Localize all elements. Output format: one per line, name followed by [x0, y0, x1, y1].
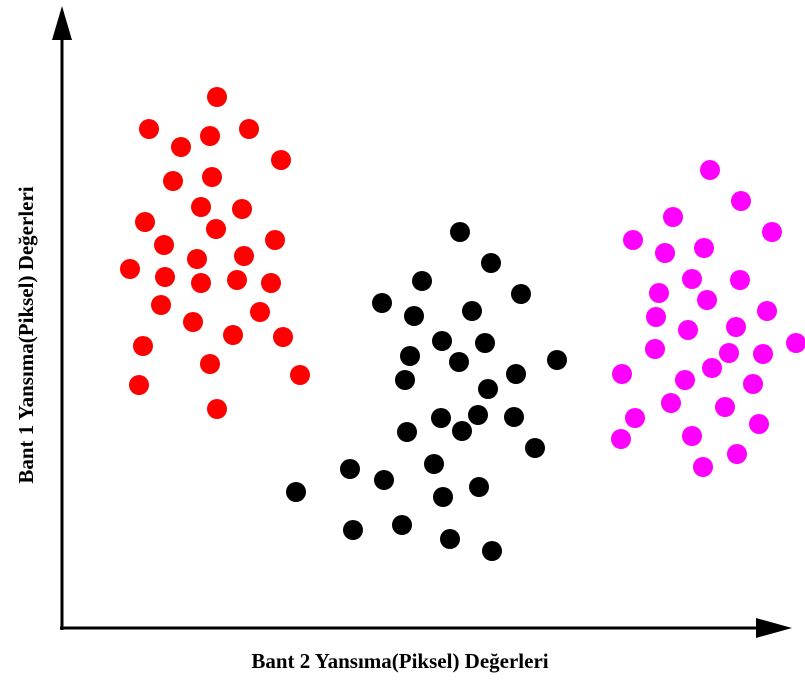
- point: [206, 219, 226, 239]
- point: [547, 350, 567, 370]
- point: [678, 320, 698, 340]
- point: [191, 197, 211, 217]
- point: [645, 339, 665, 359]
- point: [675, 370, 695, 390]
- point: [343, 520, 363, 540]
- point: [200, 354, 220, 374]
- point: [525, 438, 545, 458]
- point: [727, 444, 747, 464]
- point: [202, 167, 222, 187]
- point: [753, 344, 773, 364]
- point: [139, 119, 159, 139]
- point: [432, 331, 452, 351]
- point: [374, 470, 394, 490]
- point: [661, 393, 681, 413]
- point: [239, 119, 259, 139]
- point: [404, 306, 424, 326]
- point: [623, 230, 643, 250]
- point: [261, 273, 281, 293]
- point: [694, 238, 714, 258]
- point: [612, 364, 632, 384]
- point: [265, 230, 285, 250]
- point: [207, 87, 227, 107]
- point: [120, 259, 140, 279]
- point: [171, 137, 191, 157]
- point: [452, 421, 472, 441]
- point: [730, 270, 750, 290]
- point: [506, 364, 526, 384]
- point: [155, 267, 175, 287]
- point: [611, 429, 631, 449]
- point: [682, 426, 702, 446]
- point: [232, 199, 252, 219]
- point: [786, 333, 805, 353]
- point: [663, 207, 683, 227]
- point: [757, 301, 777, 321]
- point: [731, 191, 751, 211]
- point: [749, 414, 769, 434]
- point: [200, 126, 220, 146]
- point: [719, 343, 739, 363]
- point: [433, 487, 453, 507]
- y-axis-label: Bant 1 Yansıma(Piksel) Değerleri: [14, 186, 38, 483]
- point: [762, 222, 782, 242]
- point: [223, 325, 243, 345]
- point: [412, 271, 432, 291]
- x-axis-arrow: [756, 618, 792, 638]
- point: [450, 222, 470, 242]
- point: [250, 302, 270, 322]
- y-axis-arrow: [52, 6, 72, 40]
- point: [700, 160, 720, 180]
- point: [290, 365, 310, 385]
- point: [655, 243, 675, 263]
- point: [400, 346, 420, 366]
- point: [372, 293, 392, 313]
- point: [715, 397, 735, 417]
- point: [234, 246, 254, 266]
- point: [649, 283, 669, 303]
- point: [340, 459, 360, 479]
- point: [625, 408, 645, 428]
- point: [469, 477, 489, 497]
- point: [135, 212, 155, 232]
- point: [478, 379, 498, 399]
- point: [743, 374, 763, 394]
- point: [702, 358, 722, 378]
- point: [395, 370, 415, 390]
- point: [133, 336, 153, 356]
- point: [462, 301, 482, 321]
- point: [482, 541, 502, 561]
- point: [151, 295, 171, 315]
- point: [129, 375, 149, 395]
- point: [693, 457, 713, 477]
- point: [187, 249, 207, 269]
- point: [646, 307, 666, 327]
- point: [273, 327, 293, 347]
- point: [475, 333, 495, 353]
- point: [511, 284, 531, 304]
- point: [504, 407, 524, 427]
- point: [397, 422, 417, 442]
- point: [207, 399, 227, 419]
- point: [227, 270, 247, 290]
- point: [392, 515, 412, 535]
- point: [726, 317, 746, 337]
- point: [191, 273, 211, 293]
- point: [424, 454, 444, 474]
- point: [440, 529, 460, 549]
- point: [481, 253, 501, 273]
- x-axis-label: Bant 2 Yansıma(Piksel) Değerleri: [251, 649, 548, 673]
- point: [271, 150, 291, 170]
- point: [468, 405, 488, 425]
- point: [431, 408, 451, 428]
- point: [449, 352, 469, 372]
- point: [183, 312, 203, 332]
- point: [163, 171, 183, 191]
- point: [154, 235, 174, 255]
- point: [286, 482, 306, 502]
- point: [697, 290, 717, 310]
- point: [682, 269, 702, 289]
